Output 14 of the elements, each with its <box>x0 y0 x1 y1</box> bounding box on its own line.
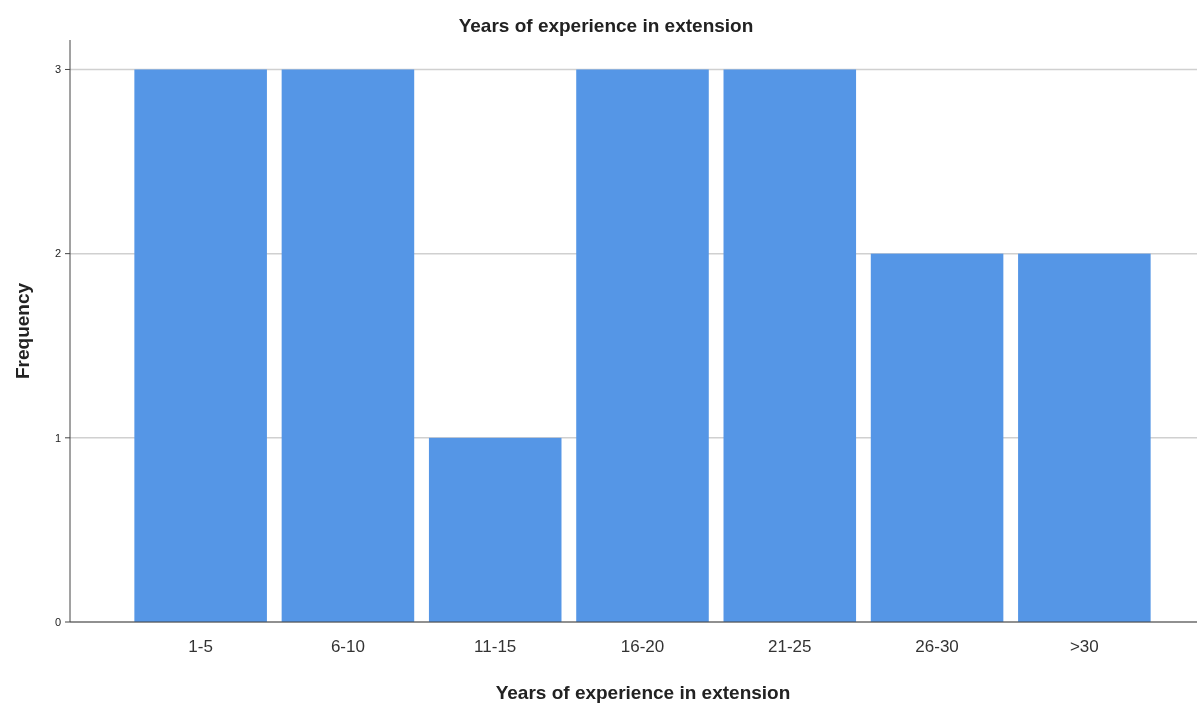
x-tick-label: >30 <box>1069 637 1099 656</box>
x-tick-label: 26-30 <box>915 637 959 656</box>
chart-title: Years of experience in extension <box>458 15 754 36</box>
y-axis-title: Frequency <box>12 282 33 380</box>
y-tick-label: 3 <box>54 63 61 76</box>
x-tick-label: 16-20 <box>620 637 665 656</box>
y-tick-label: 2 <box>54 247 61 260</box>
x-tick-label: 11-15 <box>474 637 517 656</box>
x-tick-label: 1-5 <box>188 637 213 656</box>
y-tick-label: 1 <box>54 431 61 444</box>
y-tick-label: 0 <box>54 615 61 628</box>
x-tick-label: 21-25 <box>768 637 812 656</box>
x-axis-title: Years of experience in extension <box>495 682 791 703</box>
x-tick-label: 6-10 <box>330 637 365 656</box>
